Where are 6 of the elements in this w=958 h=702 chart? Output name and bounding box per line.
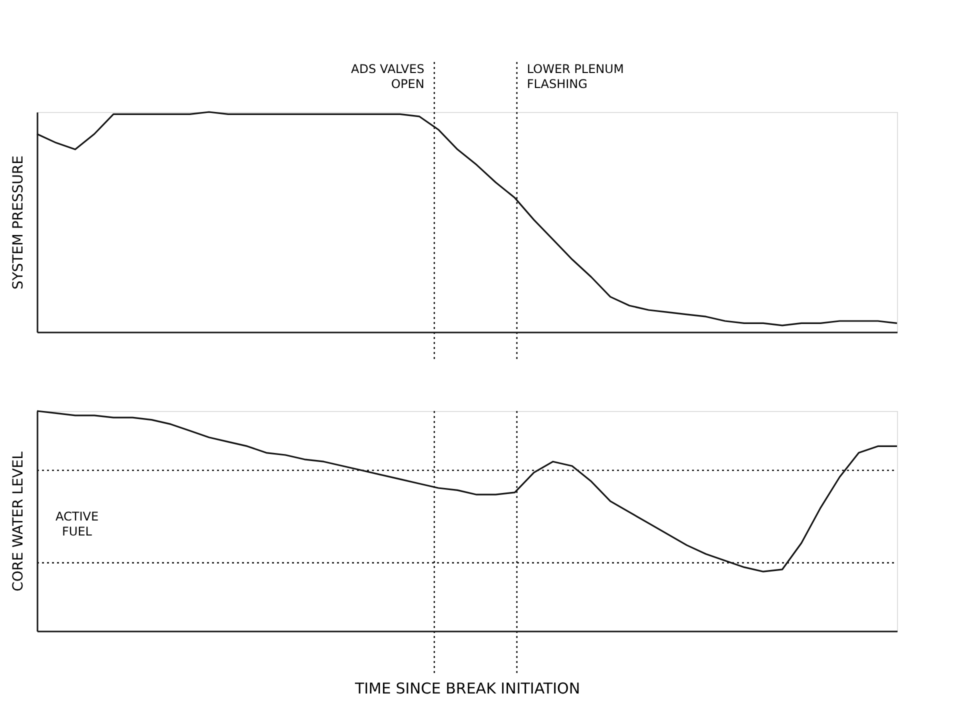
y-axis-title: SYSTEM PRESSURE	[10, 156, 26, 290]
y-axis-title: CORE WATER LEVEL	[10, 451, 26, 592]
text: LOWER PLENUM FLASHING	[526, 62, 624, 91]
text: ADS VALVES OPEN	[351, 62, 424, 91]
annotation: ACTIVE FUEL	[55, 510, 99, 539]
x-axis-title: TIME SINCE BREAK INITIATION	[354, 680, 580, 698]
